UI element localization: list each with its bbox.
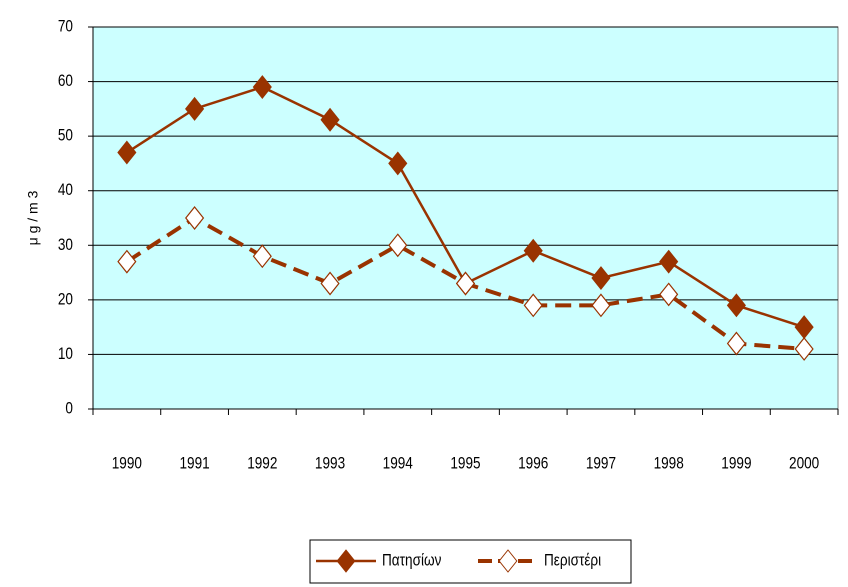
x-tick-label: 1998 <box>654 454 684 473</box>
legend-marker <box>336 549 356 573</box>
marker <box>320 271 340 296</box>
x-tick-label: 1995 <box>450 454 480 473</box>
y-tick-label: 0 <box>65 399 73 418</box>
marker <box>388 151 408 176</box>
marker <box>726 331 746 356</box>
marker <box>523 238 543 263</box>
x-tick-label: 1993 <box>315 454 345 473</box>
marker <box>794 337 814 361</box>
y-tick-label: 60 <box>58 72 73 91</box>
x-tick-label: 1996 <box>518 454 548 473</box>
x-tick-label: 1999 <box>721 454 751 473</box>
marker <box>726 293 746 318</box>
y-tick-label: 10 <box>58 345 73 364</box>
marker <box>523 293 543 318</box>
marker <box>117 249 137 274</box>
y-axis-label: μ g / m 3 <box>25 190 41 245</box>
marker <box>659 249 679 274</box>
y-tick-label: 40 <box>58 181 73 200</box>
legend-label: Περιστέρι <box>544 551 601 570</box>
x-tick-label: 1994 <box>383 454 414 473</box>
y-tick-label: 50 <box>58 126 73 145</box>
y-tick-label: 70 <box>58 17 73 36</box>
marker <box>185 206 205 230</box>
marker <box>117 140 137 165</box>
legend-label: Πατησίων <box>382 551 442 570</box>
marker <box>659 282 679 307</box>
marker <box>185 96 205 121</box>
x-tick-label: 1997 <box>586 454 616 473</box>
y-tick-label: 20 <box>58 290 73 309</box>
marker <box>455 271 476 296</box>
marker <box>252 244 272 269</box>
marker <box>388 233 408 258</box>
x-tick-label: 1990 <box>112 454 142 473</box>
x-tick-label: 1991 <box>179 454 209 473</box>
plot-area <box>92 26 839 410</box>
y-tick-label: 30 <box>58 235 73 254</box>
x-tick-label: 1992 <box>247 454 277 473</box>
x-tick-label: 2000 <box>789 454 819 473</box>
legend-marker <box>498 549 518 573</box>
marker <box>252 75 272 99</box>
marker <box>591 293 611 318</box>
marker <box>591 266 611 290</box>
marker <box>320 107 340 132</box>
